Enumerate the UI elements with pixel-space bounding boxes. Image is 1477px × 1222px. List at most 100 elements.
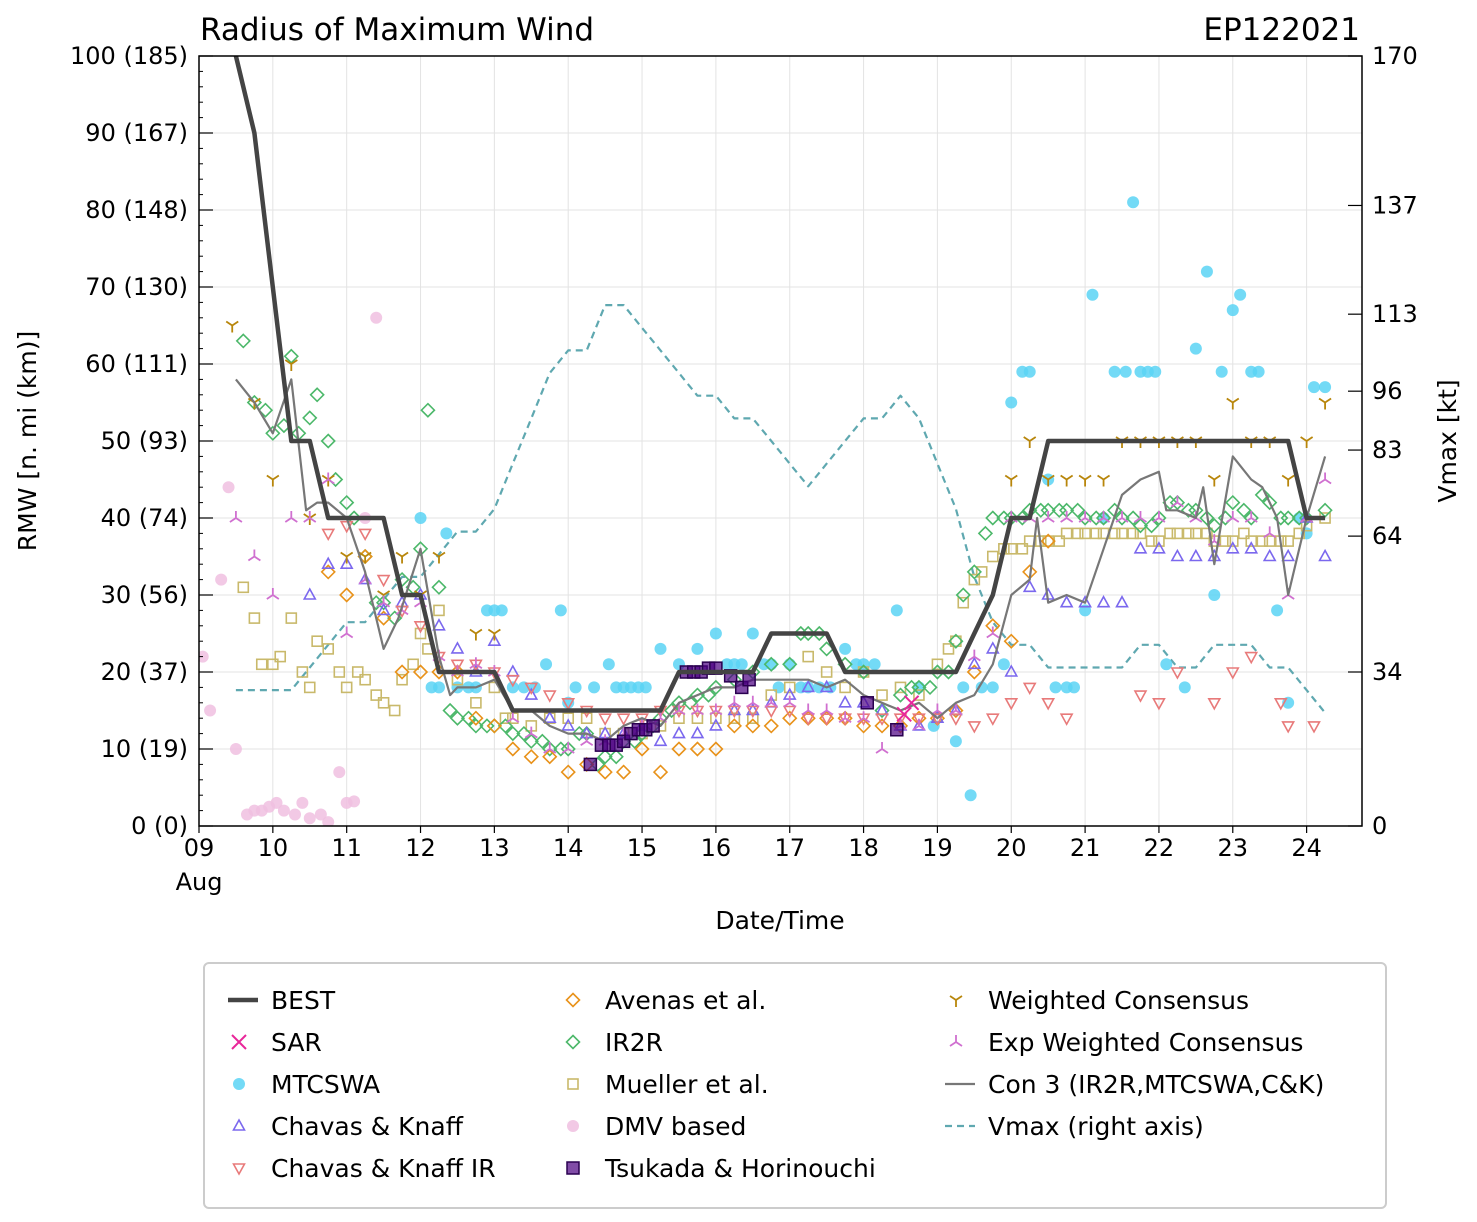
ir2r-point: [1243, 510, 1259, 526]
mueller-et-al-point: [311, 635, 323, 648]
mueller-et-al-point: [433, 604, 445, 617]
ir2r-point: [948, 633, 964, 649]
x-tick-label: 24: [1291, 834, 1322, 862]
axes: 09 10 11 12 13 14 15 16 17 18 19 20 21 22 23 24 Aug 0 (0)…: [70, 42, 1418, 896]
exp-weighted-consensus-point: [1097, 511, 1111, 523]
ir2r-point: [320, 433, 336, 449]
legend-label: DMV based: [605, 1112, 746, 1141]
weighted-consensus-point: [1300, 436, 1314, 448]
x-tick-label: 10: [258, 834, 289, 862]
tsukada-horinouchi-point: [742, 672, 756, 687]
mueller-et-al-point: [1171, 527, 1184, 540]
legend-swatch: [567, 1078, 579, 1090]
ir2r-point: [782, 656, 798, 672]
mueller-et-al-point: [1190, 527, 1202, 540]
chavas-knaff-ir-point: [1152, 698, 1166, 711]
legend-swatch: [232, 1118, 246, 1131]
chavas-knaff-ir-point: [450, 659, 465, 672]
legend-item-avenas-et-al: Avenas et al.: [565, 986, 766, 1015]
mtcswa-point: [1308, 381, 1321, 394]
mtcswa-point: [1189, 342, 1202, 355]
legend-item-chavas-knaff: Chavas & Knaff: [232, 1112, 464, 1141]
mueller-et-al-point: [968, 573, 981, 586]
chavas-knaff-ir-point: [1273, 698, 1288, 711]
chavas-knaff-ir-point: [949, 713, 963, 726]
exp-weighted-consensus-point: [377, 595, 391, 608]
y-tick-label: 100 (185): [70, 42, 188, 70]
ir2r-point: [283, 348, 299, 364]
ir2r-point: [468, 718, 484, 734]
mueller-et-al-point: [950, 635, 962, 648]
ir2r-point: [542, 741, 558, 757]
ir2r-point: [955, 587, 971, 603]
x-tick-label: 19: [922, 834, 953, 862]
legend-item-dmv-based: DMV based: [567, 1112, 746, 1141]
mtcswa-point: [639, 681, 652, 694]
exp-weighted-consensus-point: [986, 626, 1000, 639]
ir2r-point: [1254, 487, 1270, 503]
dmv-based-point: [288, 808, 301, 821]
chavas-knaff-point: [967, 656, 982, 670]
exp-weighted-consensus-point: [875, 742, 889, 754]
dmv-based-point: [277, 804, 290, 817]
chavas-knaff-point: [524, 687, 539, 700]
x-tick-label: 12: [405, 834, 436, 862]
ir2r-point: [302, 410, 318, 426]
y2-tick-label: 83: [1372, 436, 1403, 464]
mtcswa-point: [691, 642, 704, 655]
mtcswa-point: [1271, 604, 1284, 617]
mueller-et-al-point: [975, 566, 988, 578]
avenas-et-al-point: [689, 741, 706, 757]
exp-weighted-consensus-point: [949, 703, 963, 716]
dmv-based-point: [322, 816, 335, 826]
ir2r-point: [1132, 518, 1149, 534]
chavas-knaff-ir-point: [875, 713, 889, 726]
ir2r-point: [1206, 518, 1222, 534]
series-sar: [896, 695, 920, 723]
chavas-knaff-ir-point: [505, 674, 520, 688]
weighted-consensus-point: [1023, 436, 1037, 448]
mueller-et-al-point: [1226, 535, 1239, 547]
tsukada-horinouchi-point: [583, 757, 598, 772]
ir2r-point: [431, 579, 447, 595]
mueller-et-al-point: [451, 673, 464, 686]
y2-tick-label: 34: [1372, 658, 1403, 686]
mueller-et-al-point: [1245, 535, 1258, 547]
mtcswa-point: [1119, 365, 1132, 378]
avenas-et-al-point: [412, 664, 429, 680]
dmv-based-point: [370, 311, 383, 324]
legend-swatch: [232, 1163, 246, 1176]
chavas-knaff-ir-point: [1207, 698, 1222, 711]
mueller-et-al-point: [876, 689, 888, 701]
x-tick-label: 17: [774, 834, 805, 862]
legend-item-vmax-right-axis: Vmax (right axis): [945, 1112, 1204, 1141]
chavas-knaff-ir-point: [321, 528, 336, 542]
legend-item-best: BEST: [228, 986, 336, 1015]
mtcswa-point: [957, 681, 970, 694]
avenas-et-al-point: [671, 741, 687, 757]
weighted-consensus-point: [321, 474, 335, 487]
weighted-consensus-point: [1078, 474, 1092, 487]
legend-item-tsukada-horinouchi: Tsukada & Horinouchi: [566, 1154, 876, 1183]
dmv-based-point: [215, 573, 228, 586]
chavas-knaff-ir-point: [764, 705, 779, 719]
chavas-knaff-point: [801, 679, 816, 693]
chavas-knaff-point: [1004, 664, 1019, 677]
grid: [198, 55, 1362, 827]
exp-weighted-consensus-point: [303, 511, 317, 523]
legend-label: Exp Weighted Consensus: [988, 1028, 1303, 1057]
mtcswa-point: [1005, 396, 1018, 409]
mtcswa-point: [1319, 381, 1332, 394]
ir2r-point: [560, 741, 576, 757]
chavas-knaff-point: [1225, 541, 1240, 554]
mueller-et-al-point: [396, 673, 408, 686]
ir2r-point: [235, 333, 251, 349]
mueller-et-al-point: [1016, 542, 1029, 555]
ir2r-point: [571, 725, 587, 742]
mtcswa-point: [1178, 681, 1191, 694]
chavas-knaff-ir-point: [1004, 698, 1019, 711]
exp-weighted-consensus-point: [561, 742, 575, 754]
mtcswa-point: [986, 681, 999, 694]
mueller-et-al-point: [942, 643, 955, 655]
mtcswa-point: [997, 658, 1010, 671]
